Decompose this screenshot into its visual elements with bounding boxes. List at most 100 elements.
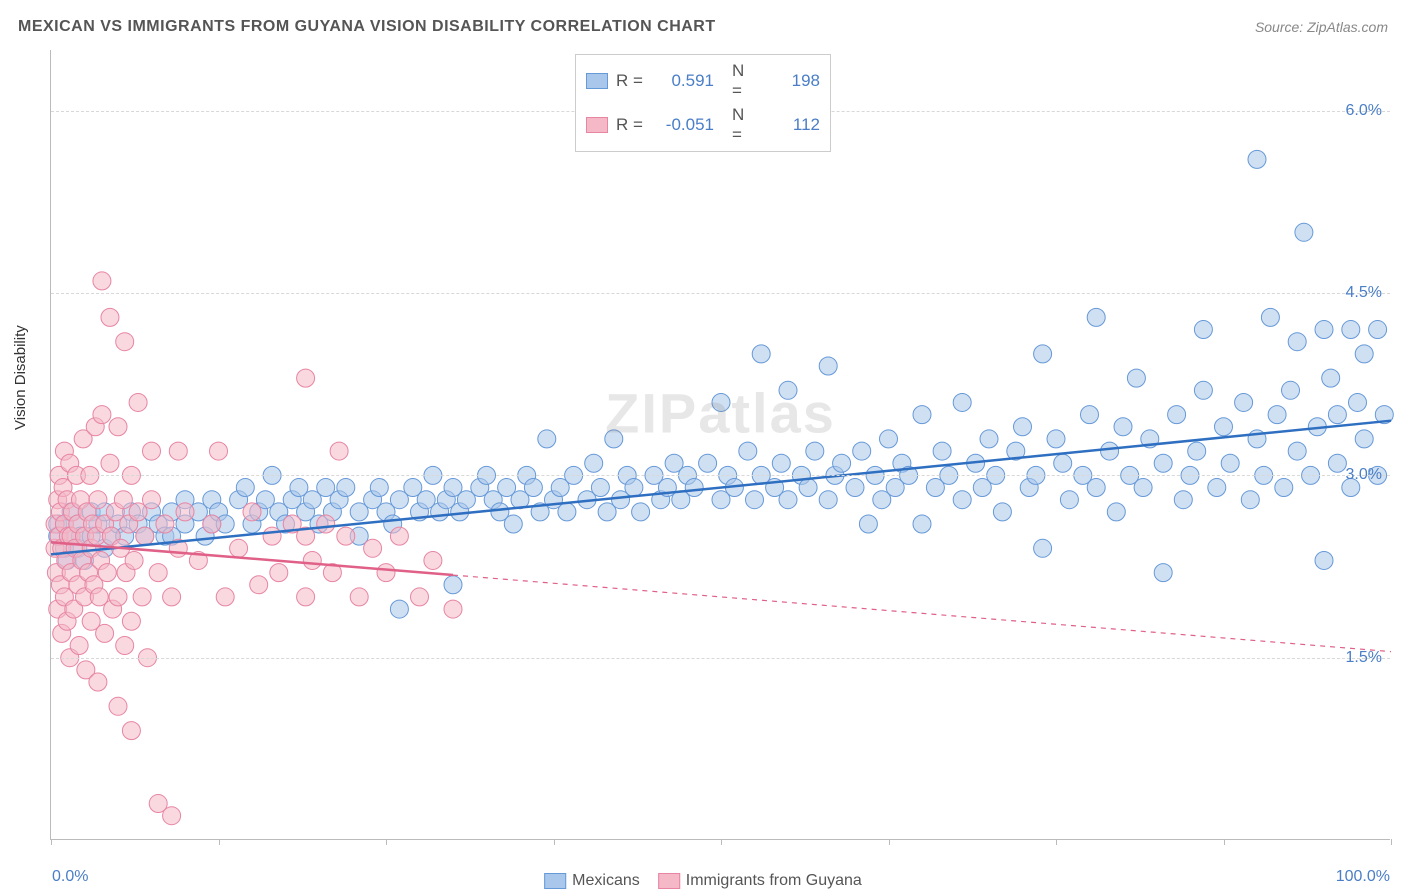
data-point (699, 454, 717, 472)
data-point (746, 491, 764, 509)
data-point (210, 442, 228, 460)
data-point (993, 503, 1011, 521)
data-point (1034, 539, 1052, 557)
data-point (1081, 406, 1099, 424)
data-point (1282, 381, 1300, 399)
data-point (1248, 150, 1266, 168)
data-point (1369, 321, 1387, 339)
data-point (230, 539, 248, 557)
data-point (980, 430, 998, 448)
data-point (330, 442, 348, 460)
data-point (143, 442, 161, 460)
data-point (1168, 406, 1186, 424)
data-point (89, 491, 107, 509)
data-point (933, 442, 951, 460)
data-point (297, 369, 315, 387)
data-point (156, 515, 174, 533)
x-tick (1224, 839, 1225, 845)
data-point (739, 442, 757, 460)
data-point (1134, 479, 1152, 497)
data-point (712, 393, 730, 411)
data-point (143, 491, 161, 509)
data-point (1054, 454, 1072, 472)
data-point (1208, 479, 1226, 497)
legend-swatch (586, 73, 608, 89)
correlation-legend: R =0.591N =198R =-0.051N =112 (575, 54, 831, 152)
legend-n-label: N = (732, 61, 752, 101)
data-point (96, 624, 114, 642)
data-point (1355, 430, 1373, 448)
source-attribution: Source: ZipAtlas.com (1255, 19, 1388, 35)
scatter-plot-svg (51, 50, 1390, 839)
data-point (1034, 345, 1052, 363)
data-point (116, 333, 134, 351)
data-point (377, 564, 395, 582)
data-point (163, 807, 181, 825)
data-point (1114, 418, 1132, 436)
data-point (1174, 491, 1192, 509)
data-point (1241, 491, 1259, 509)
data-point (833, 454, 851, 472)
data-point (125, 551, 143, 569)
legend-series-item: Mexicans (544, 872, 640, 890)
legend-row: R =-0.051N =112 (586, 103, 820, 147)
data-point (109, 588, 127, 606)
data-point (632, 503, 650, 521)
data-point (370, 479, 388, 497)
data-point (1101, 442, 1119, 460)
data-point (149, 564, 167, 582)
data-point (98, 564, 116, 582)
plot-area: ZIPatlas 1.5%3.0%4.5%6.0% (50, 50, 1390, 840)
gridline-h (51, 658, 1390, 659)
data-point (1268, 406, 1286, 424)
data-point (1221, 454, 1239, 472)
legend-r-label: R = (616, 71, 646, 91)
data-point (953, 393, 971, 411)
data-point (806, 442, 824, 460)
x-axis-min-label: 0.0% (52, 868, 88, 886)
y-tick-label: 1.5% (1346, 649, 1382, 667)
data-point (1107, 503, 1125, 521)
data-point (1355, 345, 1373, 363)
data-point (1194, 321, 1212, 339)
x-tick (554, 839, 555, 845)
data-point (411, 588, 429, 606)
data-point (1194, 381, 1212, 399)
data-point (109, 697, 127, 715)
data-point (819, 357, 837, 375)
data-point (136, 527, 154, 545)
data-point (303, 551, 321, 569)
legend-n-label: N = (732, 105, 752, 145)
data-point (93, 272, 111, 290)
data-point (1261, 308, 1279, 326)
legend-n-value: 112 (760, 115, 820, 135)
data-point (779, 491, 797, 509)
data-point (297, 588, 315, 606)
x-tick (219, 839, 220, 845)
data-point (116, 637, 134, 655)
data-point (799, 479, 817, 497)
data-point (216, 588, 234, 606)
data-point (591, 479, 609, 497)
data-point (1275, 479, 1293, 497)
data-point (880, 430, 898, 448)
y-tick-label: 3.0% (1346, 466, 1382, 484)
data-point (70, 637, 88, 655)
legend-n-value: 198 (760, 71, 820, 91)
legend-swatch (586, 117, 608, 133)
data-point (1014, 418, 1032, 436)
data-point (1349, 393, 1367, 411)
x-axis-max-label: 100.0% (1336, 868, 1390, 886)
data-point (1288, 442, 1306, 460)
x-tick (1391, 839, 1392, 845)
data-point (953, 491, 971, 509)
data-point (317, 515, 335, 533)
data-point (270, 564, 288, 582)
data-point (1322, 369, 1340, 387)
x-tick (1056, 839, 1057, 845)
data-point (524, 479, 542, 497)
data-point (243, 503, 261, 521)
data-point (1154, 454, 1172, 472)
data-point (350, 588, 368, 606)
data-point (1087, 308, 1105, 326)
